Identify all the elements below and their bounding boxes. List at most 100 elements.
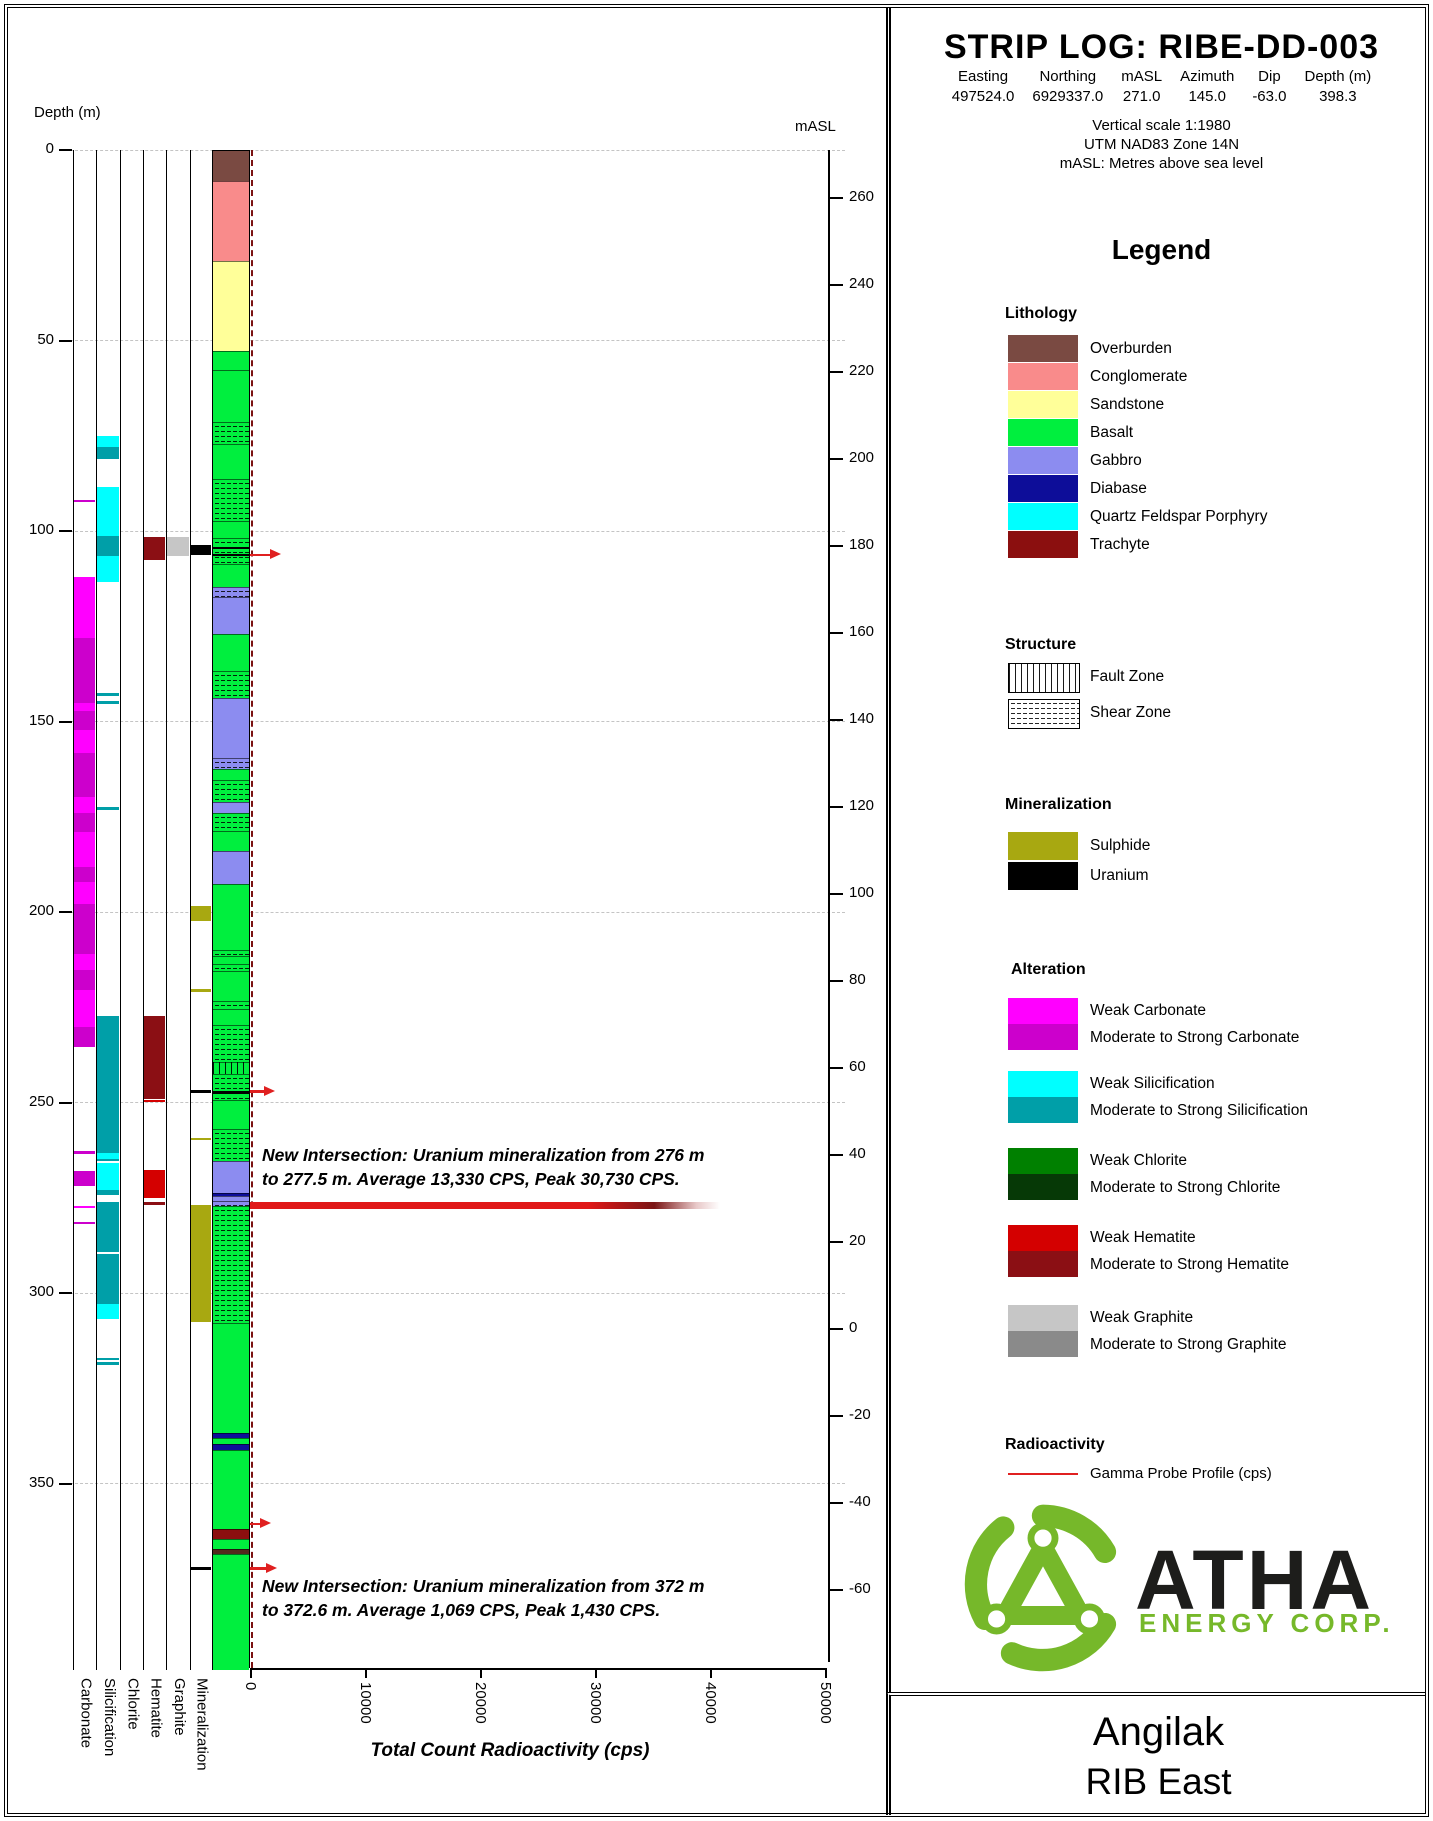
lithology-section-heading: Lithology [1005,305,1077,322]
masl-tick-label: 180 [849,535,875,553]
alteration-weak-swatch [1008,1305,1078,1331]
uranium-band [212,1090,250,1094]
masl-tick-mark [828,370,843,373]
carbonate-interval [74,729,96,754]
logo-subtitle: ENERGY CORP. [1139,1608,1395,1638]
silicification-interval [97,1362,119,1365]
structure-swatch-shear [1008,699,1080,729]
silicification-interval [97,556,119,583]
annotation: New Intersection: Uranium mineralization… [262,1574,704,1622]
alteration-strong-swatch [1008,1024,1078,1050]
lith-basalt [212,1437,250,1446]
hematite-interval [144,1169,166,1199]
lith-basalt-shear [212,813,250,833]
lith-trachyte [212,1529,250,1540]
lithology-label: Quartz Feldspar Porphyry [1090,508,1268,525]
lith-gabbro [212,1160,250,1195]
masl-tick-label: 120 [849,796,875,814]
alteration-weak-label: Weak Carbonate [1090,1002,1207,1019]
carbonate-interval [74,1206,96,1209]
lithology-swatch [1008,419,1078,446]
silicification-interval [97,1201,119,1252]
silicification-interval [97,1158,119,1162]
carbonate-interval [74,970,96,991]
depth-gridline [65,340,845,341]
scale-note: mASL: Metres above sea level [1059,155,1264,172]
gamma-spike [250,1090,264,1093]
depth-tick-mark [59,1482,72,1485]
lithology-swatch [1008,335,1078,362]
mineralization-swatch [1008,862,1078,890]
masl-tick-label: 60 [849,1057,866,1075]
collar-column-value: 145.0 [1188,88,1226,105]
mineralization-interval-uranium [190,1567,211,1570]
masl-tick-mark [828,1414,843,1417]
masl-tick-mark [828,544,843,547]
uranium-band [212,554,250,557]
collar-column-label: Azimuth [1180,68,1235,85]
silicification-interval [97,435,119,448]
gamma-line-label: Gamma Probe Profile (cps) [1090,1465,1272,1482]
masl-axis-title: mASL [795,118,836,135]
track-line [119,150,121,1670]
mineralization-interval-sulphide [190,905,211,922]
depth-tick-mark [59,530,72,532]
alteration-strong-label: Moderate to Strong Hematite [1090,1256,1290,1273]
lith-gabbro [212,697,250,759]
lith-basalt [212,444,250,480]
masl-tick-mark [828,1327,843,1330]
x-tick-label: 0 [242,1682,259,1691]
masl-tick-mark [828,457,843,460]
lith-basalt [212,971,250,1003]
lith-basalt [212,883,250,951]
collar-column-label: Northing [1039,68,1097,85]
lith-conglomerate [212,181,250,263]
lith-basalt [212,1099,250,1131]
lith-basalt [212,634,250,673]
silicification-interval [97,1016,119,1153]
project-name: Angilak [1092,1710,1225,1754]
gamma-spike-major [250,1201,720,1209]
silicification-interval [97,535,119,557]
depth-gridline [65,149,845,151]
collar-column-value: 6929337.0 [1032,88,1104,105]
hematite-interval [144,537,166,560]
alteration-section-heading: Alteration [1011,961,1086,978]
masl-tick-label: -20 [849,1405,871,1423]
annotation-line: New Intersection: Uranium mineralization… [262,1576,705,1597]
column-label-mineralization: Mineralization [193,1678,211,1771]
lith-basalt-shear [212,478,250,522]
lith-basalt [212,370,250,423]
hematite-interval [144,1201,166,1205]
depth-tick-label: 300 [28,1283,54,1300]
carbonate-interval [74,903,96,954]
masl-axis-line [828,150,830,1662]
alteration-strong-label: Moderate to Strong Graphite [1090,1336,1287,1353]
carbonate-interval [74,499,96,503]
x-tick-label: 50000 [817,1682,834,1724]
column-label-graphite: Graphite [171,1678,188,1736]
lith-gabbro [212,801,250,815]
lith-overburden [212,151,250,182]
column-label-silicification: Silicification [101,1678,118,1757]
lith-basalt-fault [212,1062,250,1076]
gamma-spike-arrow [269,549,281,560]
atha-logo-emblem [964,1504,1117,1672]
project-box: Angilak RIB East [886,1692,1426,1815]
lithology-swatch [1008,475,1078,502]
lith-basalt [212,351,250,372]
scale-note: UTM NAD83 Zone 14N [1083,136,1240,153]
lith-basalt [212,564,250,588]
carbonate-interval [74,831,96,868]
info-panel: STRIP LOG: RIBE-DD-003 Easting 497524.0 No… [886,8,1432,1692]
carbonate-interval [74,867,96,882]
depth-tick-mark [59,720,72,723]
lith-diabase [212,1444,250,1452]
silicification-interval [97,1303,119,1319]
masl-tick-label: 40 [849,1144,866,1162]
lith-basalt-shear [212,1025,250,1064]
collar-column: Dip -63.0 [1252,68,1286,105]
carbonate-interval [74,703,96,711]
gamma-spike [250,553,270,557]
